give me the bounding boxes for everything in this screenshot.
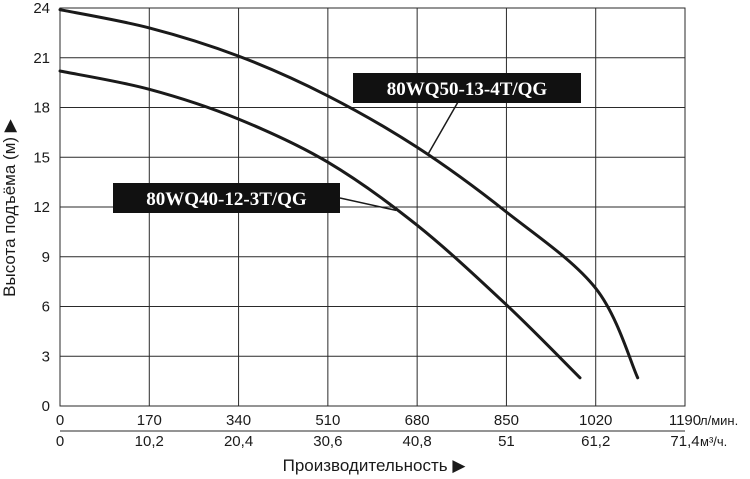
series-leader-line bbox=[339, 197, 397, 212]
tick-labels: 036912151821240017010,234020,451030,6680… bbox=[33, 0, 701, 450]
series-label-box bbox=[113, 183, 340, 213]
x-unit-top: л/мин. bbox=[700, 413, 738, 428]
x-tick-label-bottom: 61,2 bbox=[581, 433, 610, 450]
series-curve bbox=[58, 8, 640, 380]
x-tick-label-bottom: 40,8 bbox=[403, 433, 432, 450]
x-tick-label-top: 340 bbox=[226, 412, 251, 429]
series-labels: 80WQ50-13-4T/QG 80WQ40-12-3T/QG bbox=[113, 73, 581, 213]
x-tick-label-top: 850 bbox=[494, 412, 519, 429]
curves bbox=[58, 8, 640, 380]
x-tick-label-bottom: 20,4 bbox=[224, 433, 253, 450]
x-tick-label-top: 1190 bbox=[669, 412, 701, 429]
y-tick-label: 3 bbox=[42, 348, 50, 365]
y-axis-title: Высота подъёма (м) ▶ bbox=[0, 118, 19, 297]
y-tick-label: 9 bbox=[42, 249, 50, 266]
series-curve bbox=[58, 69, 582, 380]
y-tick-label: 0 bbox=[42, 398, 50, 415]
series-label-box bbox=[353, 73, 581, 103]
x-tick-label-bottom: 51 bbox=[498, 433, 515, 450]
series-label: 80WQ40-12-3T/QG bbox=[146, 189, 307, 210]
x-unit-bottom: м³/ч. bbox=[700, 434, 727, 449]
y-tick-label: 21 bbox=[33, 50, 50, 67]
x-tick-label-bottom: 0 bbox=[56, 433, 64, 450]
y-tick-label: 6 bbox=[42, 299, 50, 316]
grid bbox=[59, 7, 686, 432]
series-label: 80WQ50-13-4T/QG bbox=[387, 79, 548, 100]
x-tick-label-top: 170 bbox=[137, 412, 162, 429]
y-tick-label: 18 bbox=[33, 100, 50, 117]
x-tick-label-bottom: 30,6 bbox=[313, 433, 342, 450]
y-tick-label: 15 bbox=[33, 149, 50, 166]
y-tick-label: 12 bbox=[33, 199, 50, 216]
x-tick-label-top: 1020 bbox=[579, 412, 612, 429]
x-tick-label-top: 510 bbox=[315, 412, 340, 429]
x-tick-label-top: 0 bbox=[56, 412, 64, 429]
x-tick-label-bottom: 71,4 bbox=[670, 433, 699, 450]
x-axis-title: Производительность ▶ bbox=[283, 456, 467, 475]
x-tick-label-bottom: 10,2 bbox=[135, 433, 164, 450]
x-tick-label-top: 680 bbox=[405, 412, 430, 429]
y-tick-label: 24 bbox=[33, 0, 50, 17]
